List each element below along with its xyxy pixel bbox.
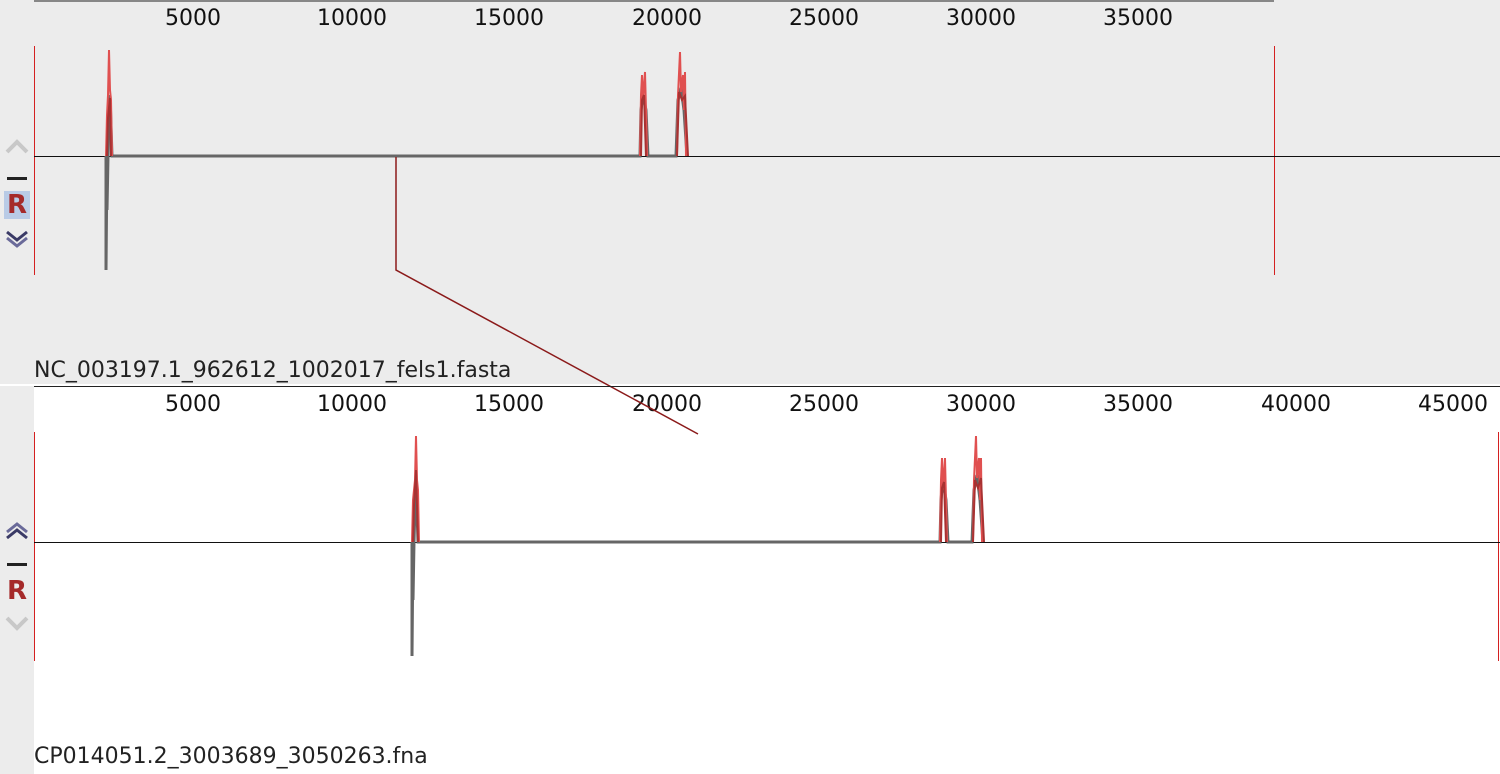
track-2-control-bar <box>0 386 34 774</box>
reverse-label: R <box>4 191 30 219</box>
track-1-similarity-profile <box>104 49 689 271</box>
track-2-tick: 45000 <box>1418 392 1488 417</box>
track-2-tick: 10000 <box>317 392 387 417</box>
track-1-tick: 5000 <box>165 6 221 31</box>
track-2-minus-button[interactable] <box>3 552 31 576</box>
chevron-down-icon <box>5 616 29 631</box>
track-2-tick: 30000 <box>946 392 1016 417</box>
track-1-panel[interactable] <box>34 0 1500 384</box>
reverse-label: R <box>6 576 28 606</box>
track-2-tick: 25000 <box>789 392 859 417</box>
track-2-reverse-button[interactable]: R <box>3 576 31 606</box>
track-1-shift-up-button[interactable] <box>3 134 31 158</box>
track-2-filename: CP014051.2_3003689_3050263.fna <box>34 744 428 769</box>
track-2-tick: 15000 <box>474 392 544 417</box>
track-2-shift-up-button[interactable] <box>3 520 31 544</box>
track-2-similarity-profile <box>410 435 985 657</box>
track-1-filename: NC_003197.1_962612_1002017_fels1.fasta <box>34 358 512 383</box>
track-1-minus-button[interactable] <box>3 166 31 190</box>
track-1-tick: 10000 <box>317 6 387 31</box>
track-1-tick: 15000 <box>474 6 544 31</box>
track-2-panel[interactable] <box>34 386 1500 774</box>
track-1-tick: 25000 <box>789 6 859 31</box>
track-2-tick: 5000 <box>165 392 221 417</box>
minus-icon <box>7 176 27 180</box>
chevron-up-icon <box>6 522 28 540</box>
match-connector-line <box>395 157 699 435</box>
track-1-shift-down-button[interactable] <box>3 226 31 250</box>
chevron-up-icon <box>5 139 29 154</box>
track-1-tick: 30000 <box>946 6 1016 31</box>
track-1-tick: 35000 <box>1103 6 1173 31</box>
minus-icon <box>7 562 27 566</box>
track-1-reverse-button[interactable]: R <box>3 191 31 219</box>
track-1-tick: 20000 <box>632 6 702 31</box>
track-2-tick: 40000 <box>1261 392 1331 417</box>
track-2-tick: 35000 <box>1103 392 1173 417</box>
track-2-shift-down-button[interactable] <box>3 612 31 636</box>
chevron-down-icon <box>6 230 28 248</box>
